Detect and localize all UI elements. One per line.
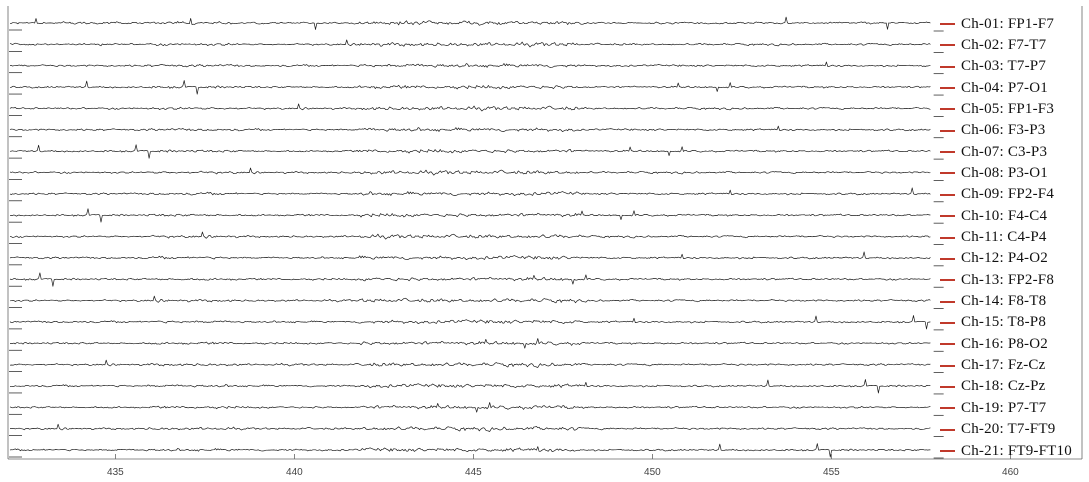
- x-tick-label-435: 435: [107, 467, 124, 478]
- legend-swatch: [940, 385, 955, 388]
- legend-label: Ch-11: C4-P4: [961, 229, 1047, 245]
- legend-item: Ch-11: C4-P4: [940, 228, 1047, 248]
- eeg-trace-16: [10, 338, 931, 349]
- legend-item: Ch-06: F3-P3: [940, 121, 1046, 141]
- legend-swatch: [940, 364, 955, 367]
- legend-swatch: [940, 193, 955, 196]
- eeg-trace-15: [9, 315, 931, 330]
- legend-swatch: [940, 300, 955, 303]
- legend-label: Ch-09: FP2-F4: [961, 186, 1055, 203]
- legend-swatch: [940, 87, 955, 90]
- legend-label: Ch-13: FP2-F8: [961, 271, 1055, 288]
- legend-label: Ch-16: P8-O2: [961, 335, 1048, 352]
- legend-item: Ch-02: F7-T7: [940, 35, 1046, 55]
- legend-label: Ch-12: P4-O2: [961, 250, 1048, 267]
- eeg-trace-9: [9, 187, 931, 196]
- eeg-trace-13: [9, 272, 931, 287]
- legend-label: Ch-14: F8-T8: [961, 293, 1047, 310]
- eeg-trace-5: [9, 103, 931, 112]
- legend-item: Ch-05: FP1-F3: [940, 99, 1054, 119]
- legend-item: Ch-12: P4-O2: [940, 249, 1048, 269]
- legend-item: Ch-14: F8-T8: [940, 292, 1046, 312]
- chart-axes: 435 440 445 450 455 460: [7, 6, 1083, 478]
- eeg-trace-17: [9, 359, 931, 368]
- eeg-trace-3: [10, 61, 931, 68]
- legend-item: Ch-01: FP1-F7: [940, 14, 1054, 34]
- legend-swatch: [940, 172, 955, 175]
- legend-label: Ch-06: F3-P3: [961, 122, 1046, 139]
- eeg-trace-6: [9, 125, 931, 132]
- legend-item: Ch-16: P8-O2: [940, 334, 1048, 354]
- legend-swatch: [940, 44, 955, 47]
- legend-label: Ch-19: P7-T7: [961, 399, 1047, 416]
- legend-label: Ch-10: F4-C4: [961, 207, 1048, 224]
- legend-swatch: [940, 407, 955, 410]
- legend-label: Ch-20: T7-FT9: [961, 421, 1056, 438]
- legend-label: Ch-02: F7-T7: [961, 36, 1047, 53]
- legend-item: Ch-13: FP2-F8: [940, 270, 1054, 290]
- x-tick-label-440: 440: [286, 467, 303, 478]
- legend-swatch: [940, 321, 955, 324]
- legend-swatch: [940, 151, 955, 154]
- legend-swatch: [940, 23, 955, 25]
- legend-label: Ch-03: T7-P7: [961, 58, 1047, 75]
- legend-swatch: [940, 108, 955, 111]
- legend-label: Ch-17: Fz-Cz: [961, 357, 1046, 374]
- legend-item: Ch-03: T7-P7: [940, 57, 1046, 77]
- legend-item: Ch-08: P3-O1: [940, 163, 1048, 183]
- legend-label: Ch-01: FP1-F7: [961, 15, 1055, 32]
- legend-swatch: [940, 450, 955, 452]
- legend-swatch: [940, 428, 955, 431]
- eeg-trace-21: [9, 443, 931, 458]
- eeg-trace-10: [9, 208, 931, 223]
- legend-label: Ch-04: P7-O1: [961, 79, 1048, 96]
- eeg-trace-4: [9, 80, 931, 95]
- legend-item: Ch-19: P7-T7: [940, 398, 1046, 418]
- eeg-trace-20: [10, 423, 931, 432]
- legend-swatch: [940, 65, 955, 68]
- legend-item: Ch-04: P7-O1: [940, 78, 1048, 98]
- legend-swatch: [940, 236, 955, 239]
- legend-item: Ch-21: FT9-FT10: [940, 441, 1072, 461]
- legend-swatch: [940, 257, 955, 260]
- eeg-trace-12: [9, 251, 931, 261]
- legend-label: Ch-18: Cz-Pz: [961, 378, 1046, 395]
- legend-item: Ch-07: C3-P3: [940, 142, 1047, 162]
- eeg-trace-18: [9, 379, 931, 394]
- eeg-trace-14: [9, 295, 931, 304]
- eeg-trace-2: [9, 39, 931, 48]
- eeg-trace-19: [9, 402, 931, 413]
- legend-swatch: [940, 215, 955, 218]
- eeg-trace-7: [9, 144, 931, 159]
- legend-item: Ch-17: Fz-Cz: [940, 356, 1045, 376]
- legend-label: Ch-15: T8-P8: [961, 314, 1047, 331]
- legend-swatch: [940, 279, 955, 282]
- eeg-trace-1: [9, 16, 931, 30]
- x-tick-label-445: 445: [465, 467, 482, 478]
- legend-label: Ch-05: FP1-F3: [961, 100, 1055, 117]
- legend-swatch: [940, 343, 955, 346]
- eeg-traces: [9, 16, 944, 459]
- x-tick-label-455: 455: [823, 467, 840, 478]
- eeg-trace-11: [9, 231, 931, 240]
- legend-item: Ch-09: FP2-F4: [940, 185, 1054, 205]
- legend-label: Ch-21: FT9-FT10: [961, 442, 1072, 459]
- legend-item: Ch-10: F4-C4: [940, 206, 1047, 226]
- legend-label: Ch-08: P3-O1: [961, 164, 1048, 181]
- x-tick-label-450: 450: [644, 467, 661, 478]
- x-tick-label-460: 460: [1002, 467, 1019, 478]
- legend-item: Ch-15: T8-P8: [940, 313, 1046, 333]
- legend-swatch: [940, 129, 955, 132]
- legend-item: Ch-18: Cz-Pz: [940, 377, 1045, 397]
- legend-label: Ch-07: C3-P3: [961, 143, 1048, 160]
- legend-item: Ch-20: T7-FT9: [940, 420, 1055, 440]
- eeg-trace-8: [9, 167, 931, 176]
